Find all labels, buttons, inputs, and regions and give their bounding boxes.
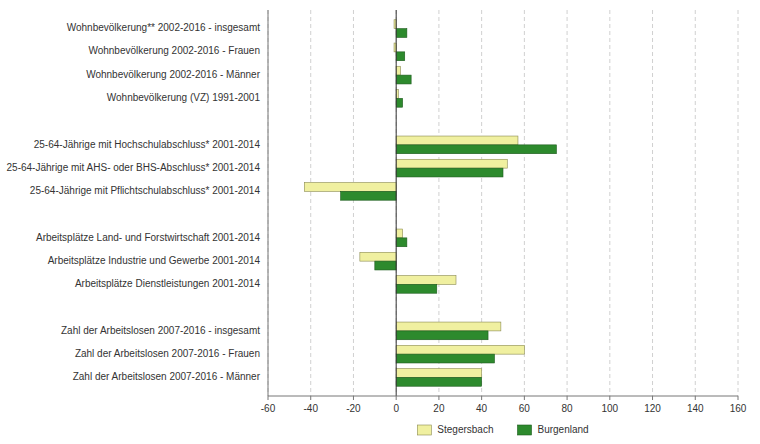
grid-line bbox=[652, 10, 653, 396]
x-tick bbox=[353, 396, 354, 400]
bar bbox=[396, 229, 402, 238]
x-tick bbox=[609, 396, 610, 400]
bar bbox=[396, 159, 507, 168]
legend-label: Burgenland bbox=[538, 424, 589, 435]
bars bbox=[304, 20, 556, 386]
y-tick-label: Arbeitsplätze Land- und Forstwirtschaft … bbox=[36, 232, 260, 243]
bar bbox=[396, 98, 402, 107]
y-tick-label: Zahl der Arbeitslosen 2007-2016 - Männer bbox=[73, 371, 261, 382]
x-tick bbox=[738, 396, 739, 400]
y-tick-label: 25-64-Jährige mit Pflichtschulabschluss*… bbox=[30, 185, 261, 196]
grid-line bbox=[695, 10, 696, 396]
y-tick-label: Wohnbevölkerung** 2002-2016 - insgesamt bbox=[67, 22, 260, 33]
chart: Wohnbevölkerung** 2002-2016 - insgesamt W… bbox=[0, 0, 760, 444]
bar bbox=[396, 136, 518, 145]
bar bbox=[396, 168, 503, 177]
legend-label: Stegersbach bbox=[437, 424, 493, 435]
bar bbox=[304, 183, 396, 192]
grid-line bbox=[609, 10, 610, 396]
y-tick-label: Arbeitsplätze Industrie und Gewerbe 2001… bbox=[48, 255, 261, 266]
bar bbox=[360, 252, 396, 261]
x-tick bbox=[481, 396, 482, 400]
x-tick-label: 20 bbox=[433, 403, 445, 414]
x-tick-label: 60 bbox=[519, 403, 531, 414]
x-tick bbox=[695, 396, 696, 400]
y-tick-label: 25-64-Jährige mit AHS- oder BHS-Abschlus… bbox=[7, 162, 261, 173]
grid-line bbox=[268, 10, 269, 396]
grid bbox=[268, 10, 738, 396]
x-tick bbox=[268, 396, 269, 400]
x-tick-label: -40 bbox=[304, 403, 319, 414]
bar bbox=[341, 191, 397, 200]
legend: Stegersbach Burgenland bbox=[417, 424, 588, 435]
x-tick-label: -60 bbox=[261, 403, 276, 414]
grid-line bbox=[524, 10, 525, 396]
bar bbox=[396, 354, 494, 363]
x-tick-label: 100 bbox=[601, 403, 618, 414]
bar bbox=[396, 75, 411, 84]
grid-line bbox=[310, 10, 311, 396]
legend-swatch bbox=[518, 425, 532, 435]
y-tick-label: Zahl der Arbeitslosen 2007-2016 - insges… bbox=[61, 325, 260, 336]
y-tick-label: Arbeitsplätze Dienstleistungen 2001-2014 bbox=[75, 278, 261, 289]
legend-swatch bbox=[417, 425, 431, 435]
x-tick bbox=[524, 396, 525, 400]
bar bbox=[375, 261, 396, 270]
x-tick bbox=[396, 396, 397, 400]
x-tick-label: 0 bbox=[393, 403, 399, 414]
y-tick-labels: Wohnbevölkerung** 2002-2016 - insgesamt W… bbox=[7, 22, 261, 382]
chart-container: Wohnbevölkerung** 2002-2016 - insgesamt W… bbox=[0, 0, 760, 444]
x-tick bbox=[652, 396, 653, 400]
y-tick-label: 25-64-Jährige mit Hochschulabschluss* 20… bbox=[34, 139, 261, 150]
x-tick-label: 160 bbox=[730, 403, 747, 414]
legend-item: Stegersbach bbox=[417, 424, 493, 435]
grid-line bbox=[567, 10, 568, 396]
bar bbox=[396, 322, 501, 331]
x-tick-label: 120 bbox=[644, 403, 661, 414]
bar bbox=[396, 52, 405, 61]
bar bbox=[396, 369, 481, 378]
bar bbox=[396, 238, 407, 247]
baseline bbox=[396, 10, 397, 396]
y-tick-label: Zahl der Arbeitslosen 2007-2016 - Frauen bbox=[75, 348, 260, 359]
grid-line bbox=[353, 10, 354, 396]
x-tick-label: 80 bbox=[562, 403, 574, 414]
grid-line bbox=[738, 10, 739, 396]
y-axis-line bbox=[268, 10, 269, 396]
x-tick bbox=[310, 396, 311, 400]
x-tick bbox=[438, 396, 439, 400]
bar bbox=[396, 284, 437, 293]
y-tick-label: Wohnbevölkerung (VZ) 1991-2001 bbox=[107, 92, 261, 103]
bar bbox=[396, 377, 481, 386]
x-tick bbox=[567, 396, 568, 400]
x-axis-line bbox=[268, 396, 738, 397]
x-tick-label: 140 bbox=[687, 403, 704, 414]
x-tick-label: -20 bbox=[346, 403, 361, 414]
x-ticks: -60 -40 -20 0 20 40 60 80 100 120 140 160 bbox=[261, 396, 747, 414]
bar bbox=[396, 276, 456, 285]
bar bbox=[396, 345, 524, 354]
x-tick-label: 40 bbox=[476, 403, 488, 414]
bar bbox=[396, 66, 400, 75]
legend-item: Burgenland bbox=[518, 424, 589, 435]
bar bbox=[396, 29, 407, 38]
bar bbox=[396, 331, 488, 340]
grid-line bbox=[396, 10, 397, 396]
y-tick-label: Wohnbevölkerung 2002-2016 - Frauen bbox=[88, 45, 260, 56]
y-tick-label: Wohnbevölkerung 2002-2016 - Männer bbox=[86, 69, 260, 80]
bar bbox=[396, 145, 556, 154]
